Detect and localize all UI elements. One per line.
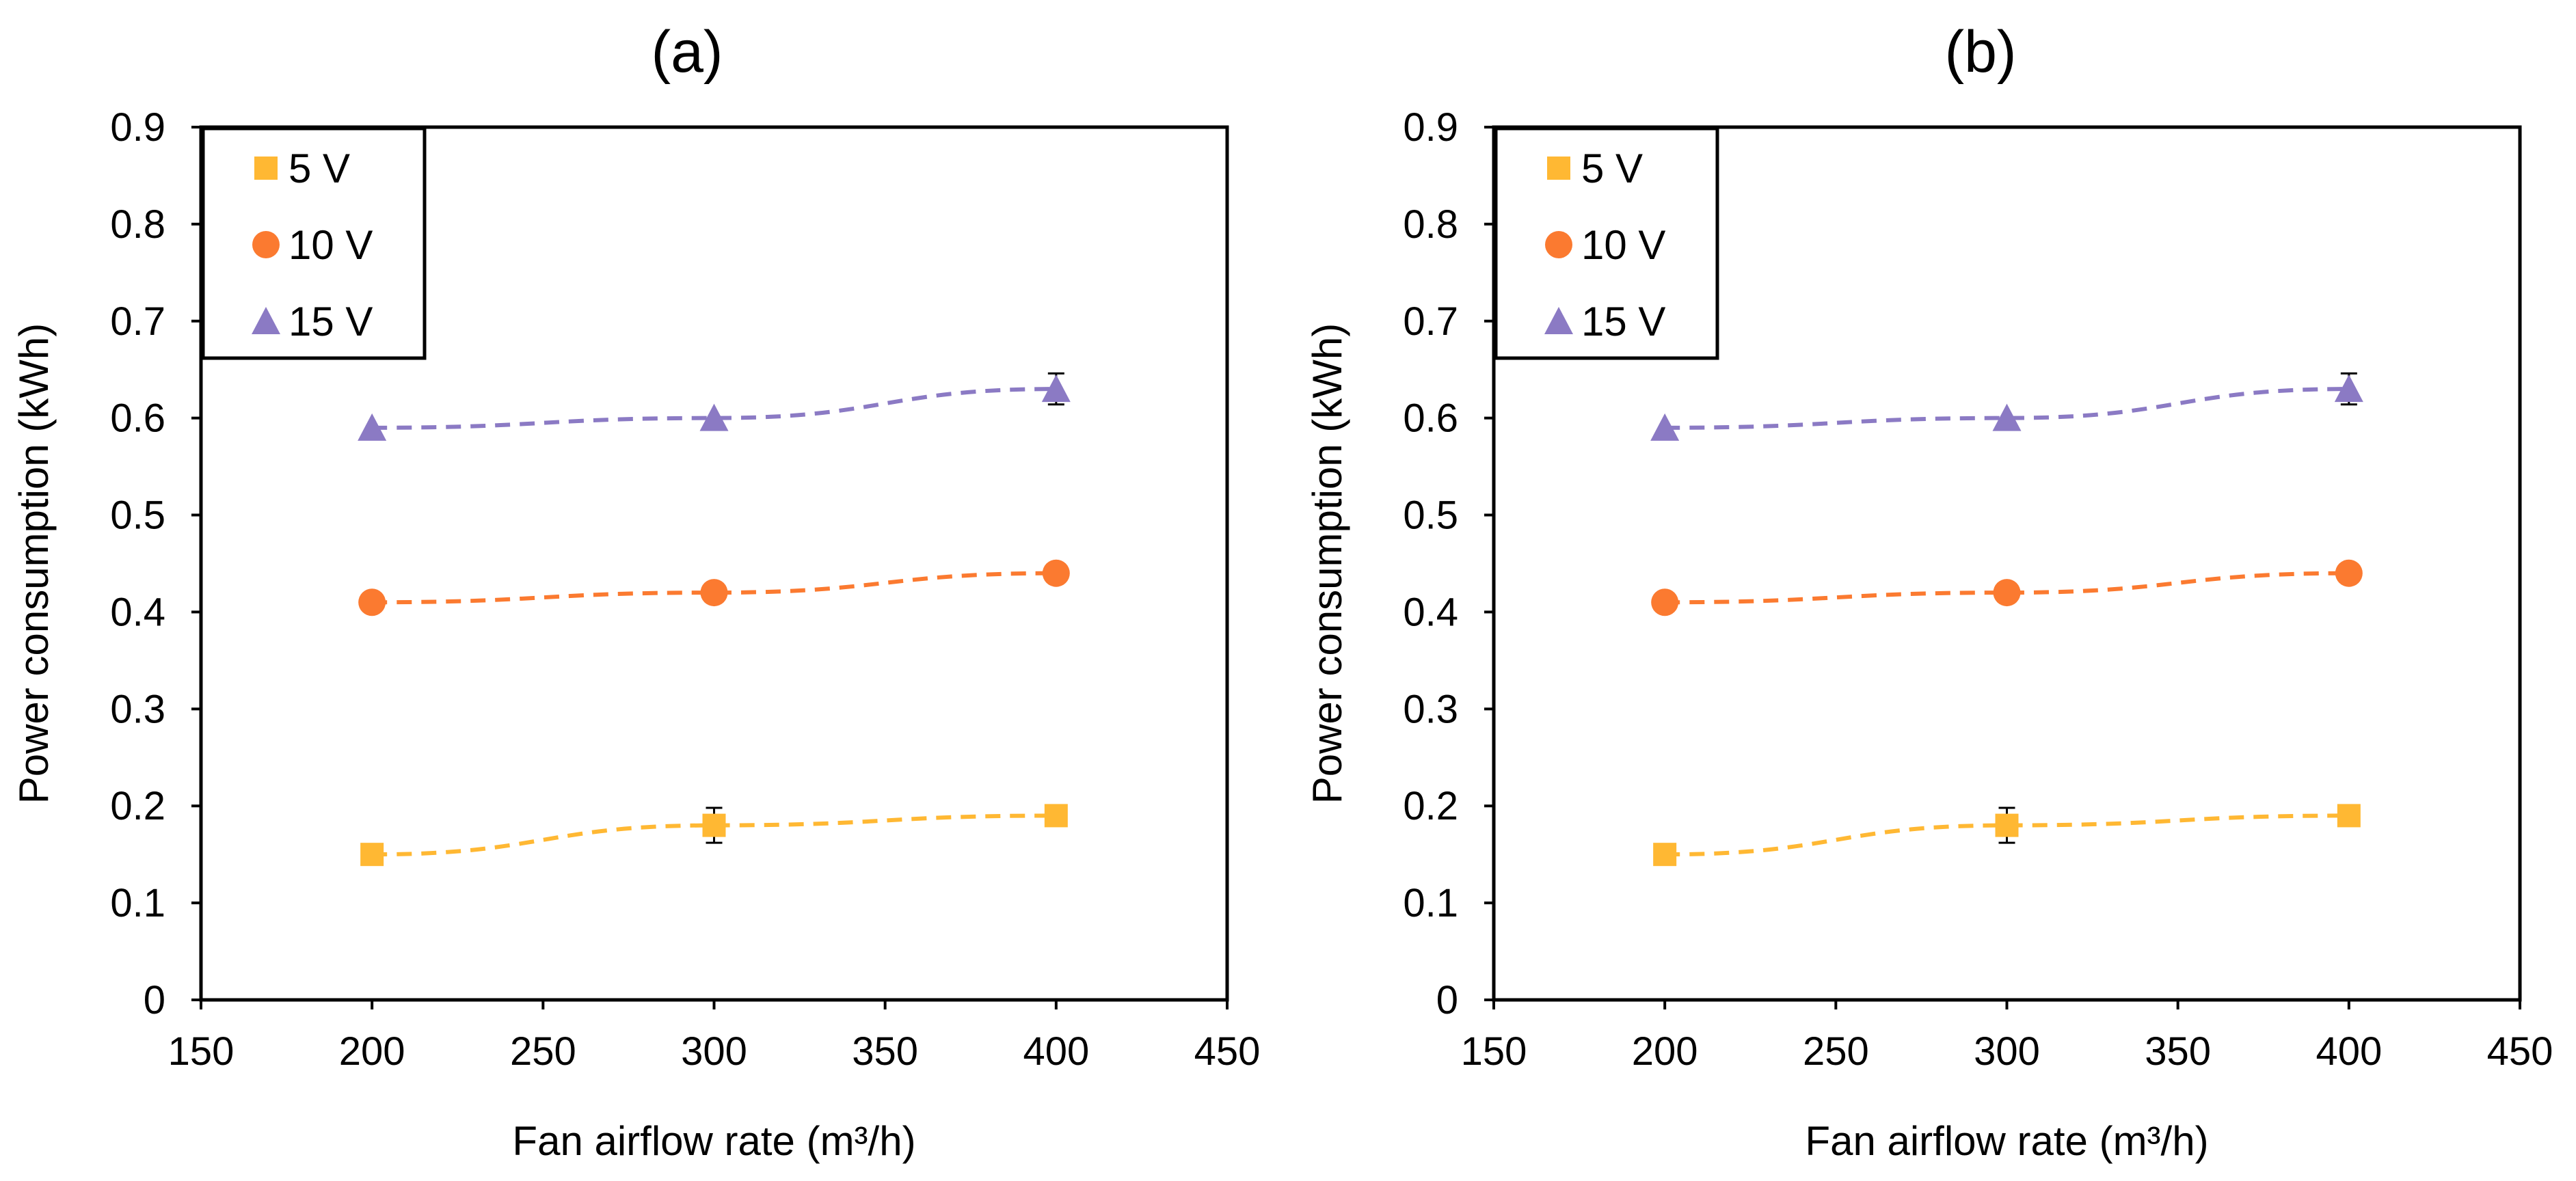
series-5v: [1653, 804, 2361, 867]
series-10v: [1651, 559, 2363, 616]
legend-box: [201, 126, 427, 360]
legend-label: 5 V: [1581, 146, 1643, 191]
x-tick-label: 350: [852, 1029, 918, 1074]
series-10v: [358, 559, 1070, 616]
data-point: [1044, 804, 1068, 828]
legend-label: 10 V: [289, 222, 373, 268]
data-point: [2337, 804, 2361, 828]
y-tick-label: 0.6: [110, 396, 165, 441]
x-tick-label: 450: [2487, 1029, 2553, 1074]
data-point: [1992, 403, 2022, 431]
x-tick-label: 250: [510, 1029, 576, 1074]
legend-marker: [252, 231, 280, 258]
x-tick-label: 400: [2316, 1029, 2382, 1074]
chart-panel-b: (b) 0 0.1 0.2 0.3 0.4 0.5 0.6 0.7 0.8 0.9 150 200 250…: [1304, 19, 2553, 1164]
data-point: [1993, 579, 2021, 607]
trend-line: [1665, 387, 2349, 430]
y-axis-label: Power consumption (kWh): [1304, 323, 1350, 804]
x-tick-label: 200: [1632, 1029, 1698, 1074]
legend-marker: [1547, 157, 1570, 180]
series-5v: [360, 804, 1068, 867]
chart-title: (a): [651, 19, 723, 85]
y-tick-label: 0.8: [1403, 202, 1458, 247]
y-tick-label: 0.1: [110, 881, 165, 925]
series-15v: [1650, 372, 2363, 441]
x-tick-label: 300: [1974, 1029, 2040, 1074]
y-axis-label: Power consumption (kWh): [11, 323, 57, 804]
y-tick-label: 0.3: [1403, 687, 1458, 731]
x-tick-label: 350: [2145, 1029, 2211, 1074]
data-point: [1650, 413, 1680, 441]
y-tick-label: 0.3: [110, 687, 165, 731]
chart-panel-a: (a) 0 0.1 0.2 0.3 0.4 0.5 0.6 0.7 0.8 0.9 150 200 250…: [11, 19, 1260, 1164]
legend-label: 15 V: [1581, 299, 1665, 344]
trend-line: [372, 387, 1056, 430]
data-point: [1995, 813, 2019, 837]
data-point: [360, 843, 384, 867]
legend-label: 5 V: [289, 146, 350, 191]
y-tick-label: 0.4: [110, 590, 165, 634]
legend-marker: [1545, 231, 1572, 258]
data-point: [358, 588, 386, 616]
legend-label: 15 V: [289, 299, 373, 344]
x-tick-label: 250: [1803, 1029, 1869, 1074]
series-15v: [358, 372, 1071, 441]
data-point: [1041, 375, 1071, 403]
x-axis-label: Fan airflow rate (m³/h): [512, 1118, 915, 1164]
y-tick-label: 0.2: [110, 784, 165, 828]
data-point: [1042, 559, 1070, 587]
y-tick-label: 0.1: [1403, 881, 1458, 925]
legend: 5 V 10 V 15 V: [201, 126, 427, 360]
y-tick-label: 0.8: [110, 202, 165, 247]
data-point: [2335, 559, 2363, 587]
legend-label: 10 V: [1581, 222, 1665, 268]
y-tick-label: 0.5: [110, 493, 165, 538]
data-point: [1651, 588, 1679, 616]
x-axis-label: Fan airflow rate (m³/h): [1805, 1118, 2208, 1164]
x-tick-label: 450: [1194, 1029, 1261, 1074]
chart-title: (b): [1944, 19, 2016, 85]
x-tick-label: 400: [1023, 1029, 1089, 1074]
y-tick-label: 0: [1436, 978, 1458, 1022]
x-tick-label: 300: [681, 1029, 747, 1074]
y-tick-label: 0.9: [110, 105, 165, 150]
legend-marker: [254, 157, 278, 180]
data-point: [702, 813, 726, 837]
y-tick-label: 0: [144, 978, 165, 1022]
y-tick-label: 0.2: [1403, 784, 1458, 828]
legend-marker: [1544, 307, 1573, 334]
y-tick-label: 0.7: [110, 299, 165, 344]
y-tick-label: 0.5: [1403, 493, 1458, 538]
data-point: [2334, 375, 2363, 403]
x-tick-label: 150: [1461, 1029, 1527, 1074]
x-tick-label: 150: [168, 1029, 234, 1074]
legend-box: [1494, 126, 1719, 360]
data-point: [700, 579, 728, 607]
y-tick-label: 0.4: [1403, 590, 1458, 634]
legend-marker: [252, 307, 280, 334]
data-point: [699, 403, 729, 431]
data-point: [358, 413, 387, 441]
legend: 5 V 10 V 15 V: [1494, 126, 1719, 360]
data-point: [1653, 843, 1677, 867]
y-tick-label: 0.7: [1403, 299, 1458, 344]
y-tick-label: 0.9: [1403, 105, 1458, 150]
y-tick-label: 0.6: [1403, 396, 1458, 441]
x-tick-label: 200: [339, 1029, 405, 1074]
